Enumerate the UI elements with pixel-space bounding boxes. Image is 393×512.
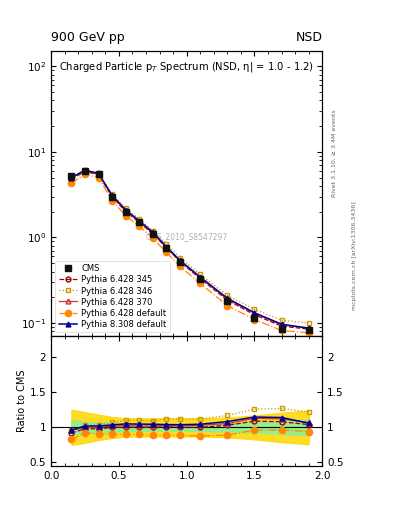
- Pythia 8.308 default: [306, 325, 311, 331]
- Pythia 6.428 345: [123, 208, 128, 215]
- CMS: [198, 275, 203, 282]
- Pythia 6.428 346: [164, 241, 169, 247]
- Pythia 6.428 370: [83, 168, 87, 174]
- Pythia 6.428 345: [137, 219, 141, 225]
- Pythia 6.428 346: [83, 166, 87, 173]
- Text: NSD: NSD: [295, 31, 322, 44]
- Pythia 8.308 default: [178, 258, 182, 264]
- Pythia 8.308 default: [83, 167, 87, 174]
- Pythia 6.428 default: [252, 316, 257, 323]
- Pythia 6.428 default: [164, 249, 169, 255]
- Pythia 8.308 default: [69, 175, 74, 181]
- Pythia 6.428 370: [306, 325, 311, 331]
- Pythia 6.428 370: [225, 296, 230, 302]
- Pythia 6.428 370: [252, 310, 257, 316]
- Pythia 8.308 default: [110, 193, 114, 199]
- CMS: [252, 315, 257, 321]
- Pythia 8.308 default: [164, 244, 169, 250]
- Pythia 6.428 370: [110, 193, 114, 199]
- Pythia 6.428 345: [306, 326, 311, 332]
- Pythia 8.308 default: [151, 229, 155, 236]
- Pythia 6.428 346: [123, 205, 128, 211]
- Pythia 6.428 346: [178, 254, 182, 261]
- Pythia 6.428 345: [225, 297, 230, 303]
- CMS: [178, 259, 182, 265]
- Pythia 6.428 default: [83, 171, 87, 177]
- Pythia 6.428 default: [279, 327, 284, 333]
- Pythia 6.428 345: [110, 194, 114, 200]
- Line: Pythia 6.428 default: Pythia 6.428 default: [68, 171, 312, 336]
- Pythia 6.428 345: [69, 176, 74, 182]
- CMS: [123, 208, 128, 215]
- Pythia 6.428 370: [164, 244, 169, 250]
- Text: mcplots.cern.ch [arXiv:1306.3436]: mcplots.cern.ch [arXiv:1306.3436]: [352, 202, 357, 310]
- Pythia 6.428 345: [279, 323, 284, 329]
- Y-axis label: Ratio to CMS: Ratio to CMS: [17, 370, 27, 432]
- Pythia 6.428 346: [151, 228, 155, 234]
- Pythia 6.428 370: [137, 219, 141, 225]
- Line: Pythia 6.428 370: Pythia 6.428 370: [69, 168, 311, 330]
- Legend: CMS, Pythia 6.428 345, Pythia 6.428 346, Pythia 6.428 370, Pythia 6.428 default,: CMS, Pythia 6.428 345, Pythia 6.428 346,…: [55, 261, 170, 332]
- Pythia 6.428 default: [151, 235, 155, 241]
- CMS: [69, 173, 74, 179]
- Pythia 6.428 370: [96, 171, 101, 177]
- Pythia 6.428 346: [198, 271, 203, 278]
- Pythia 6.428 default: [123, 212, 128, 219]
- CMS: [164, 245, 169, 251]
- Text: Rivet 3.1.10, ≥ 3.4M events: Rivet 3.1.10, ≥ 3.4M events: [332, 110, 337, 198]
- CMS: [110, 194, 114, 200]
- Pythia 6.428 346: [69, 175, 74, 181]
- CMS: [279, 326, 284, 332]
- Pythia 6.428 345: [198, 275, 203, 282]
- CMS: [83, 168, 87, 174]
- Pythia 6.428 default: [69, 180, 74, 186]
- Text: 900 GeV pp: 900 GeV pp: [51, 31, 125, 44]
- Pythia 8.308 default: [137, 218, 141, 224]
- Pythia 6.428 370: [198, 274, 203, 281]
- Pythia 6.428 default: [178, 263, 182, 269]
- Pythia 6.428 345: [83, 168, 87, 175]
- Pythia 6.428 370: [279, 322, 284, 328]
- Pythia 6.428 346: [279, 317, 284, 323]
- Pythia 6.428 345: [164, 245, 169, 251]
- Pythia 6.428 default: [137, 223, 141, 229]
- Pythia 6.428 370: [69, 175, 74, 181]
- Pythia 6.428 345: [178, 259, 182, 265]
- Pythia 6.428 default: [110, 198, 114, 204]
- Pythia 8.308 default: [198, 274, 203, 280]
- Pythia 6.428 370: [178, 258, 182, 264]
- Pythia 6.428 346: [252, 306, 257, 312]
- Pythia 6.428 345: [96, 172, 101, 178]
- CMS: [151, 231, 155, 237]
- Pythia 8.308 default: [225, 295, 230, 301]
- Line: Pythia 6.428 346: Pythia 6.428 346: [69, 167, 311, 326]
- Pythia 6.428 370: [151, 230, 155, 237]
- Pythia 6.428 346: [225, 292, 230, 298]
- Pythia 6.428 346: [96, 169, 101, 176]
- CMS: [306, 327, 311, 333]
- Pythia 6.428 346: [306, 320, 311, 326]
- Pythia 6.428 345: [151, 231, 155, 237]
- CMS: [137, 219, 141, 225]
- Line: Pythia 6.428 345: Pythia 6.428 345: [69, 169, 311, 332]
- Text: CMS_2010_S8547297: CMS_2010_S8547297: [145, 232, 228, 241]
- Pythia 6.428 default: [96, 175, 101, 181]
- Line: Pythia 8.308 default: Pythia 8.308 default: [69, 168, 311, 331]
- Pythia 6.428 default: [306, 330, 311, 336]
- Pythia 6.428 346: [137, 216, 141, 222]
- Pythia 6.428 345: [252, 312, 257, 318]
- Line: CMS: CMS: [68, 168, 312, 333]
- Pythia 6.428 346: [110, 191, 114, 197]
- CMS: [96, 171, 101, 177]
- Pythia 8.308 default: [279, 321, 284, 327]
- Pythia 6.428 default: [198, 281, 203, 287]
- CMS: [225, 298, 230, 304]
- Pythia 6.428 default: [225, 303, 230, 309]
- Pythia 8.308 default: [123, 207, 128, 213]
- Pythia 8.308 default: [252, 310, 257, 316]
- Pythia 6.428 370: [123, 208, 128, 214]
- Pythia 8.308 default: [96, 170, 101, 177]
- Text: Charged Particle p$_T$ Spectrum (NSD, η| = 1.0 - 1.2): Charged Particle p$_T$ Spectrum (NSD, η|…: [59, 60, 314, 74]
